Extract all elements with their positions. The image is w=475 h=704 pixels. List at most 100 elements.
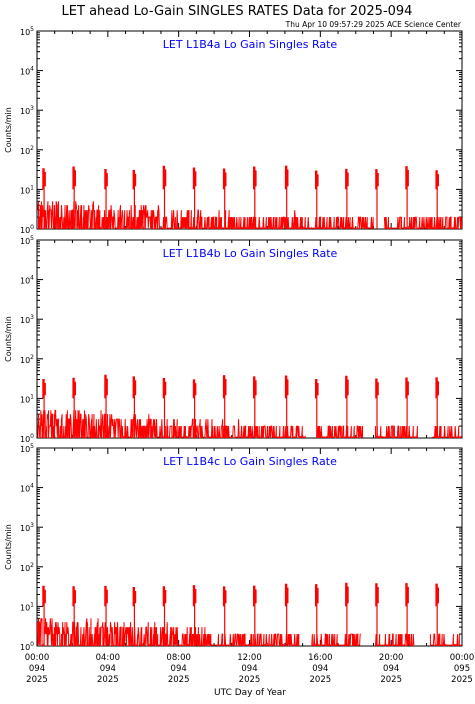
- rate-trace: [37, 618, 462, 646]
- rate-spike: [345, 168, 349, 229]
- panel-3: 100 101 102 103 104 105 Counts/min LET L1B4c Lo…: [4, 443, 463, 652]
- y-tick-label: 102: [20, 354, 34, 365]
- rate-spike: [345, 375, 349, 438]
- x-tick-doy: 094: [100, 664, 116, 674]
- x-tick-time: 00:00: [450, 653, 475, 663]
- x-tick-year: 2025: [380, 675, 402, 685]
- rate-spike: [435, 170, 440, 229]
- y-axis-label: Counts/min: [4, 524, 13, 570]
- panel-title: LET L1B4b Lo Gain Singles Rate: [163, 247, 338, 260]
- x-tick-time: 20:00: [379, 653, 404, 663]
- y-tick-label: 100: [20, 224, 34, 235]
- y-tick-label: 103: [20, 522, 34, 533]
- rate-spike: [284, 165, 289, 229]
- x-tick-time: 04:00: [96, 653, 121, 663]
- x-tick-time: 00:00: [25, 653, 50, 663]
- y-tick-label: 103: [20, 105, 34, 116]
- rate-spike: [222, 168, 227, 229]
- x-tick-doy: 094: [241, 664, 257, 674]
- rate-spike: [72, 377, 76, 438]
- rate-spike: [435, 583, 440, 646]
- x-tick-year: 2025: [97, 675, 119, 685]
- rate-spike: [405, 166, 409, 229]
- rate-spike: [104, 169, 108, 229]
- x-tick-doy: 094: [312, 664, 328, 674]
- y-tick-label: 101: [20, 184, 34, 195]
- x-tick-time: 08:00: [166, 653, 191, 663]
- rate-spike: [314, 170, 319, 229]
- rate-spike: [314, 379, 319, 438]
- rate-spike: [284, 583, 289, 646]
- y-tick-label: 105: [20, 235, 34, 246]
- rate-spike: [162, 377, 167, 438]
- y-tick-label: 104: [20, 66, 34, 77]
- rate-spike: [192, 379, 197, 438]
- x-tick-year: 2025: [310, 675, 332, 685]
- panel-title: LET L1B4a Lo Gain Singles Rate: [163, 38, 338, 51]
- y-tick-label: 101: [20, 601, 34, 612]
- y-tick-label: 102: [20, 562, 34, 573]
- panel-title: LET L1B4c Lo Gain Singles Rate: [163, 455, 337, 468]
- y-tick-label: 103: [20, 314, 34, 325]
- plot-frame: [36, 447, 463, 647]
- y-tick-label: 104: [20, 275, 34, 286]
- rate-spike: [192, 585, 197, 646]
- y-tick-label: 100: [20, 641, 34, 652]
- rate-spike: [72, 166, 76, 229]
- x-axis-label: UTC Day of Year: [214, 688, 286, 698]
- rate-spike: [435, 377, 440, 438]
- rate-spike: [132, 376, 137, 438]
- rate-spike: [162, 165, 167, 229]
- rate-spike: [253, 585, 257, 646]
- rate-spike: [375, 169, 379, 229]
- x-tick-doy: 094: [29, 664, 45, 674]
- rate-spike: [253, 376, 257, 438]
- rate-spike: [42, 168, 46, 229]
- x-tick-time: 12:00: [237, 653, 262, 663]
- x-tick-doy: 094: [383, 664, 399, 674]
- x-tick-doy: 095: [454, 664, 470, 674]
- rate-spike: [253, 166, 257, 229]
- rate-spike: [405, 583, 409, 646]
- rate-spike: [314, 584, 319, 646]
- rate-trace: [37, 201, 462, 229]
- rate-spike: [132, 169, 137, 229]
- plot-frame: [36, 30, 463, 230]
- x-tick-year: 2025: [26, 675, 48, 685]
- rate-spike: [345, 582, 349, 646]
- y-axis-label: Counts/min: [4, 316, 13, 362]
- rate-spike: [132, 586, 137, 646]
- figure-title: LET ahead Lo-Gain SINGLES RATES Data for…: [62, 4, 413, 19]
- x-tick-time: 16:00: [308, 653, 333, 663]
- x-tick-doy: 094: [171, 664, 187, 674]
- generation-timestamp: Thu Apr 10 09:57:29 2025 ACE Science Cen…: [285, 20, 462, 29]
- y-tick-label: 102: [20, 145, 34, 156]
- rate-spike: [42, 378, 46, 438]
- panel-1: 100 101 102 103 104 105 Counts/min LET L1B4a Lo…: [4, 26, 463, 235]
- rate-spike: [375, 378, 379, 438]
- y-tick-label: 104: [20, 483, 34, 494]
- plot-frame: [36, 239, 463, 439]
- y-tick-label: 101: [20, 393, 34, 404]
- rate-spike: [42, 585, 46, 646]
- rate-spike: [72, 586, 76, 646]
- rate-spike: [104, 374, 108, 438]
- x-tick-year: 2025: [239, 675, 261, 685]
- panel-2: 100 101 102 103 104 105 Counts/min LET L1B4b Lo…: [4, 235, 463, 444]
- x-tick-year: 2025: [451, 675, 473, 685]
- rate-spike: [104, 585, 108, 646]
- rate-spike: [375, 583, 379, 646]
- rate-trace: [37, 409, 462, 438]
- rate-spike: [222, 586, 227, 646]
- y-tick-label: 105: [20, 443, 34, 454]
- rate-spike: [284, 375, 289, 438]
